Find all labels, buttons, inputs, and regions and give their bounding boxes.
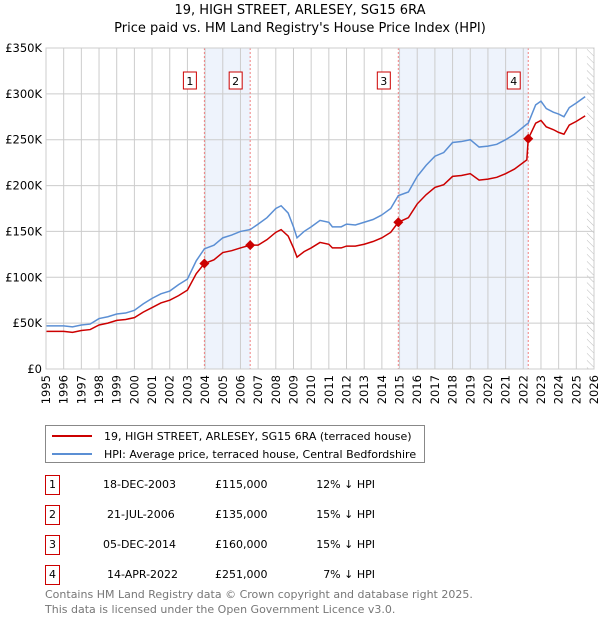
y-tick-label: £150K	[5, 224, 42, 238]
y-tick-label: £350K	[5, 41, 42, 55]
legend-item-hpi: HPI: Average price, terraced house, Cent…	[46, 446, 416, 462]
sale-number-badge: 1	[45, 475, 60, 495]
sale-row: 4 14-APR-2022 £251,000 7% ↓ HPI	[45, 565, 405, 585]
sale-point	[199, 258, 210, 269]
legend: 19, HIGH STREET, ARLESEY, SG15 6RA (terr…	[45, 425, 426, 463]
x-tick-label: 2015	[393, 375, 407, 404]
x-tick-label: 2003	[180, 375, 194, 404]
x-tick-label: 2026	[587, 375, 600, 404]
sale-label: 3	[380, 75, 387, 88]
sale-period-shade	[204, 48, 251, 369]
legend-label: 19, HIGH STREET, ARLESEY, SG15 6RA (terr…	[104, 429, 412, 443]
hpi-line	[46, 96, 586, 328]
y-tick-label: £250K	[5, 133, 42, 147]
sale-number-badge: 3	[45, 535, 60, 555]
sale-label: 1	[186, 75, 193, 88]
legend-swatch-blue	[52, 453, 92, 455]
x-tick-label: 2011	[322, 375, 336, 404]
forecast-hatch	[586, 48, 594, 369]
x-tick-label: 2019	[463, 375, 477, 404]
sale-period-shade	[398, 48, 529, 369]
sale-label-box	[228, 71, 243, 90]
x-tick-label: 2018	[446, 375, 460, 404]
footer-copyright: Contains HM Land Registry data © Crown c…	[45, 588, 473, 601]
x-tick-label: 1999	[110, 375, 124, 404]
legend-label: HPI: Average price, terraced house, Cent…	[104, 447, 417, 461]
x-tick-label: 2025	[569, 375, 583, 404]
sale-row: 1 18-DEC-2003 £115,000 12% ↓ HPI	[45, 475, 405, 495]
sale-label: 4	[510, 75, 517, 88]
x-tick-label: 2016	[410, 375, 424, 404]
sale-label-box	[376, 71, 391, 90]
sale-label-box	[182, 71, 197, 90]
sale-price: £160,000	[215, 538, 268, 551]
sale-label: 2	[232, 75, 239, 88]
sale-label-box	[506, 71, 521, 90]
x-tick-label: 2024	[552, 375, 566, 404]
sale-point	[393, 217, 404, 228]
sale-date: 18-DEC-2003	[103, 478, 177, 491]
footer-licence: This data is licensed under the Open Gov…	[45, 603, 396, 616]
sale-hpi-diff: 15% ↓ HPI	[316, 538, 375, 551]
x-tick-label: 2008	[269, 375, 283, 404]
sale-point	[245, 240, 256, 251]
plot-border	[45, 47, 595, 370]
sale-price: £135,000	[215, 508, 268, 521]
x-tick-label: 2002	[163, 375, 177, 404]
chart-subtitle: Price paid vs. HM Land Registry's House …	[114, 21, 486, 36]
x-tick-label: 2013	[357, 375, 371, 404]
sale-row: 3 05-DEC-2014 £160,000 15% ↓ HPI	[45, 535, 405, 555]
x-tick-label: 2021	[499, 375, 513, 404]
sale-hpi-diff: 15% ↓ HPI	[316, 508, 375, 521]
y-tick-label: £300K	[5, 87, 42, 101]
sale-date: 21-JUL-2006	[107, 508, 175, 521]
legend-swatch-red	[52, 435, 92, 437]
x-tick-label: 2022	[516, 375, 530, 404]
sale-hpi-diff: 7% ↓ HPI	[323, 568, 375, 581]
sale-price: £115,000	[215, 478, 268, 491]
legend-item-property: 19, HIGH STREET, ARLESEY, SG15 6RA (terr…	[46, 428, 416, 444]
sale-price: £251,000	[215, 568, 268, 581]
x-tick-label: 2006	[233, 375, 247, 404]
x-tick-label: 2012	[340, 375, 354, 404]
y-tick-label: £0	[27, 362, 42, 376]
x-tick-label: 2017	[428, 375, 442, 404]
sale-hpi-diff: 12% ↓ HPI	[316, 478, 375, 491]
price-paid-line	[46, 115, 586, 334]
x-tick-label: 2014	[375, 375, 389, 404]
x-tick-label: 2009	[286, 375, 300, 404]
sale-number-badge: 4	[45, 565, 60, 585]
x-tick-label: 2004	[198, 375, 212, 404]
sale-number-badge: 2	[45, 505, 60, 525]
x-tick-label: 2000	[127, 375, 141, 404]
y-tick-label: £50K	[13, 316, 43, 330]
y-tick-label: £100K	[5, 270, 42, 284]
price-chart: 1995 1996 1997 1998 1999 2000 2001 2002 2003 2004…	[5, 41, 600, 404]
x-tick-label: 1996	[57, 375, 71, 404]
x-tick-label: 2007	[251, 375, 265, 404]
x-tick-label: 2001	[145, 375, 159, 404]
x-tick-label: 2005	[216, 375, 230, 404]
y-tick-label: £200K	[5, 179, 42, 193]
chart-title: 19, HIGH STREET, ARLESEY, SG15 6RA	[174, 3, 426, 18]
x-tick-label: 1998	[92, 375, 106, 404]
sale-row: 2 21-JUL-2006 £135,000 15% ↓ HPI	[45, 505, 405, 525]
sale-date: 05-DEC-2014	[103, 538, 177, 551]
sale-point	[523, 133, 534, 144]
x-tick-label: 2020	[481, 375, 495, 404]
x-tick-label: 1997	[74, 375, 88, 404]
x-tick-label: 1995	[39, 375, 53, 404]
sale-date: 14-APR-2022	[107, 568, 179, 581]
x-tick-label: 2023	[534, 375, 548, 404]
x-tick-label: 2010	[304, 375, 318, 404]
